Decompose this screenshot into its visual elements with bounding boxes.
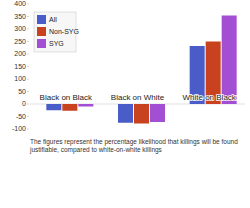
legend-label: SYG xyxy=(49,40,64,47)
y-tick-label: 350 xyxy=(14,13,26,20)
y-tick-label: 150 xyxy=(14,63,26,70)
bar xyxy=(150,104,165,122)
bars xyxy=(46,16,236,124)
bar xyxy=(222,16,237,105)
y-tick-label: 250 xyxy=(14,38,26,45)
y-tick xyxy=(27,4,29,5)
y-tick xyxy=(27,129,29,130)
y-tick xyxy=(27,66,29,67)
y-tick-label: 300 xyxy=(14,25,26,32)
category-label: Black on Black xyxy=(40,93,93,102)
y-tick-label: 0 xyxy=(22,100,26,107)
y-tick-label: 50 xyxy=(18,88,26,95)
y-tick-label: 200 xyxy=(14,50,26,57)
chart: -100 -50 0 50 100 150 200 250 300 350 400 Black on … xyxy=(0,0,250,138)
legend-swatch xyxy=(37,27,46,36)
category-label: White on Black xyxy=(182,93,236,102)
y-tick-label: 100 xyxy=(14,75,26,82)
legend-label: Non-SYG xyxy=(49,28,79,35)
y-tick xyxy=(27,79,29,80)
y-tick xyxy=(27,91,29,92)
bar xyxy=(78,104,93,107)
legend: All Non-SYG SYG xyxy=(34,12,79,52)
y-tick xyxy=(27,41,29,42)
legend-label: All xyxy=(49,16,57,23)
legend-swatch xyxy=(37,39,46,48)
y-tick-label: -100 xyxy=(12,125,26,132)
legend-swatch xyxy=(37,15,46,24)
y-tick xyxy=(27,16,29,17)
y-tick xyxy=(27,29,29,30)
y-tick xyxy=(27,116,29,117)
annotation: The figures represent the percentage lik… xyxy=(30,138,245,154)
caption: The figures represent the percentage lik… xyxy=(30,138,245,154)
bar xyxy=(134,104,149,124)
y-tick-label: 400 xyxy=(14,0,26,7)
y-tick xyxy=(27,104,29,105)
bar xyxy=(118,104,133,123)
y-tick xyxy=(27,54,29,55)
bar xyxy=(46,104,61,110)
y-tick-label: -50 xyxy=(16,113,26,120)
bar xyxy=(62,104,77,111)
category-label: Black on White xyxy=(111,93,165,102)
